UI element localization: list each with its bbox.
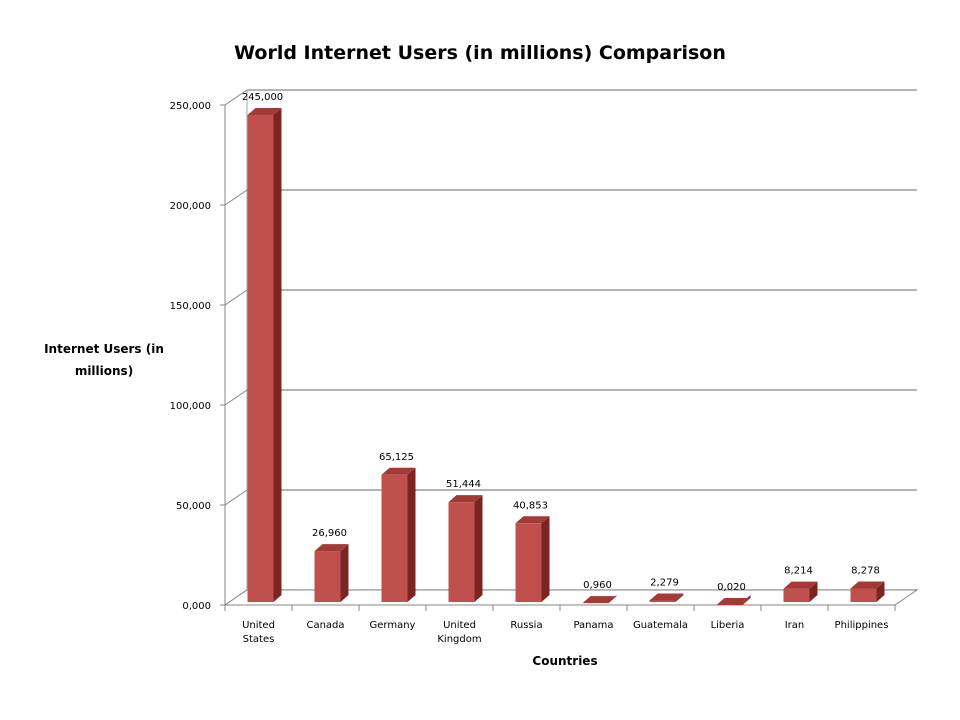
data-label: 0,960 bbox=[583, 580, 612, 591]
y-tick-label: 100,000 bbox=[170, 401, 211, 412]
gridline-depth bbox=[224, 89, 248, 106]
bar bbox=[515, 523, 542, 602]
y-tick-label: 0,000 bbox=[182, 601, 211, 612]
x-tick-label: Russia bbox=[510, 620, 542, 631]
bar-side bbox=[675, 593, 684, 602]
bar bbox=[448, 502, 475, 602]
x-tick-label: Panama bbox=[573, 620, 613, 631]
bar bbox=[783, 588, 810, 602]
bar bbox=[850, 588, 877, 602]
data-label: 8,278 bbox=[851, 565, 880, 576]
x-tick-label: United bbox=[242, 620, 275, 631]
gridline-depth bbox=[224, 389, 248, 406]
data-label: 0,020 bbox=[717, 582, 746, 593]
data-label: 26,960 bbox=[312, 528, 347, 539]
y-tick-label: 250,000 bbox=[170, 101, 211, 112]
bar-top bbox=[783, 581, 818, 589]
bar-side bbox=[340, 544, 349, 602]
x-axis-title: Countries bbox=[532, 654, 598, 668]
bar-side bbox=[541, 516, 550, 602]
y-tick-label: 150,000 bbox=[170, 301, 211, 312]
data-label: 8,214 bbox=[784, 566, 813, 577]
bar-top bbox=[314, 544, 349, 552]
gridline-depth bbox=[224, 489, 248, 506]
x-tick-label: Philippines bbox=[835, 620, 889, 631]
gridline-depth bbox=[224, 189, 248, 206]
bar-top bbox=[515, 516, 550, 524]
chart-title: World Internet Users (in millions) Compa… bbox=[234, 42, 726, 64]
bar-side bbox=[407, 467, 416, 602]
x-tick-label: Iran bbox=[785, 620, 805, 631]
bar-top bbox=[582, 596, 617, 604]
y-tick-label: 200,000 bbox=[170, 201, 211, 212]
data-label: 2,279 bbox=[650, 577, 679, 588]
bar-top bbox=[649, 593, 684, 601]
data-label: 40,853 bbox=[513, 500, 548, 511]
data-label: 51,444 bbox=[446, 479, 481, 490]
bar-top bbox=[448, 495, 483, 503]
x-tick-label: Germany bbox=[370, 620, 416, 631]
data-label: 65,125 bbox=[379, 452, 414, 463]
bar-side bbox=[876, 581, 885, 602]
gridline-depth bbox=[224, 289, 248, 306]
bar bbox=[381, 474, 408, 602]
bar bbox=[649, 600, 676, 602]
y-axis-title: Internet Users (in millions) bbox=[44, 342, 164, 378]
bar-top bbox=[381, 467, 416, 475]
bar-top bbox=[247, 108, 282, 115]
bar-side bbox=[273, 108, 282, 602]
x-tick-label: States bbox=[243, 634, 275, 645]
x-tick-label: Liberia bbox=[711, 620, 745, 631]
bar-side bbox=[474, 495, 483, 602]
data-label: 245,000 bbox=[242, 92, 283, 103]
bar bbox=[314, 551, 341, 602]
bar-top bbox=[716, 597, 751, 605]
x-tick-label: Kingdom bbox=[437, 634, 481, 645]
x-tick-label: United bbox=[443, 620, 476, 631]
y-tick-label: 50,000 bbox=[176, 501, 211, 512]
x-tick-label: Canada bbox=[306, 620, 344, 631]
bar bbox=[247, 115, 274, 602]
x-tick-label: Guatemala bbox=[633, 620, 688, 631]
bar-top bbox=[850, 581, 885, 589]
bar-side bbox=[809, 581, 818, 602]
